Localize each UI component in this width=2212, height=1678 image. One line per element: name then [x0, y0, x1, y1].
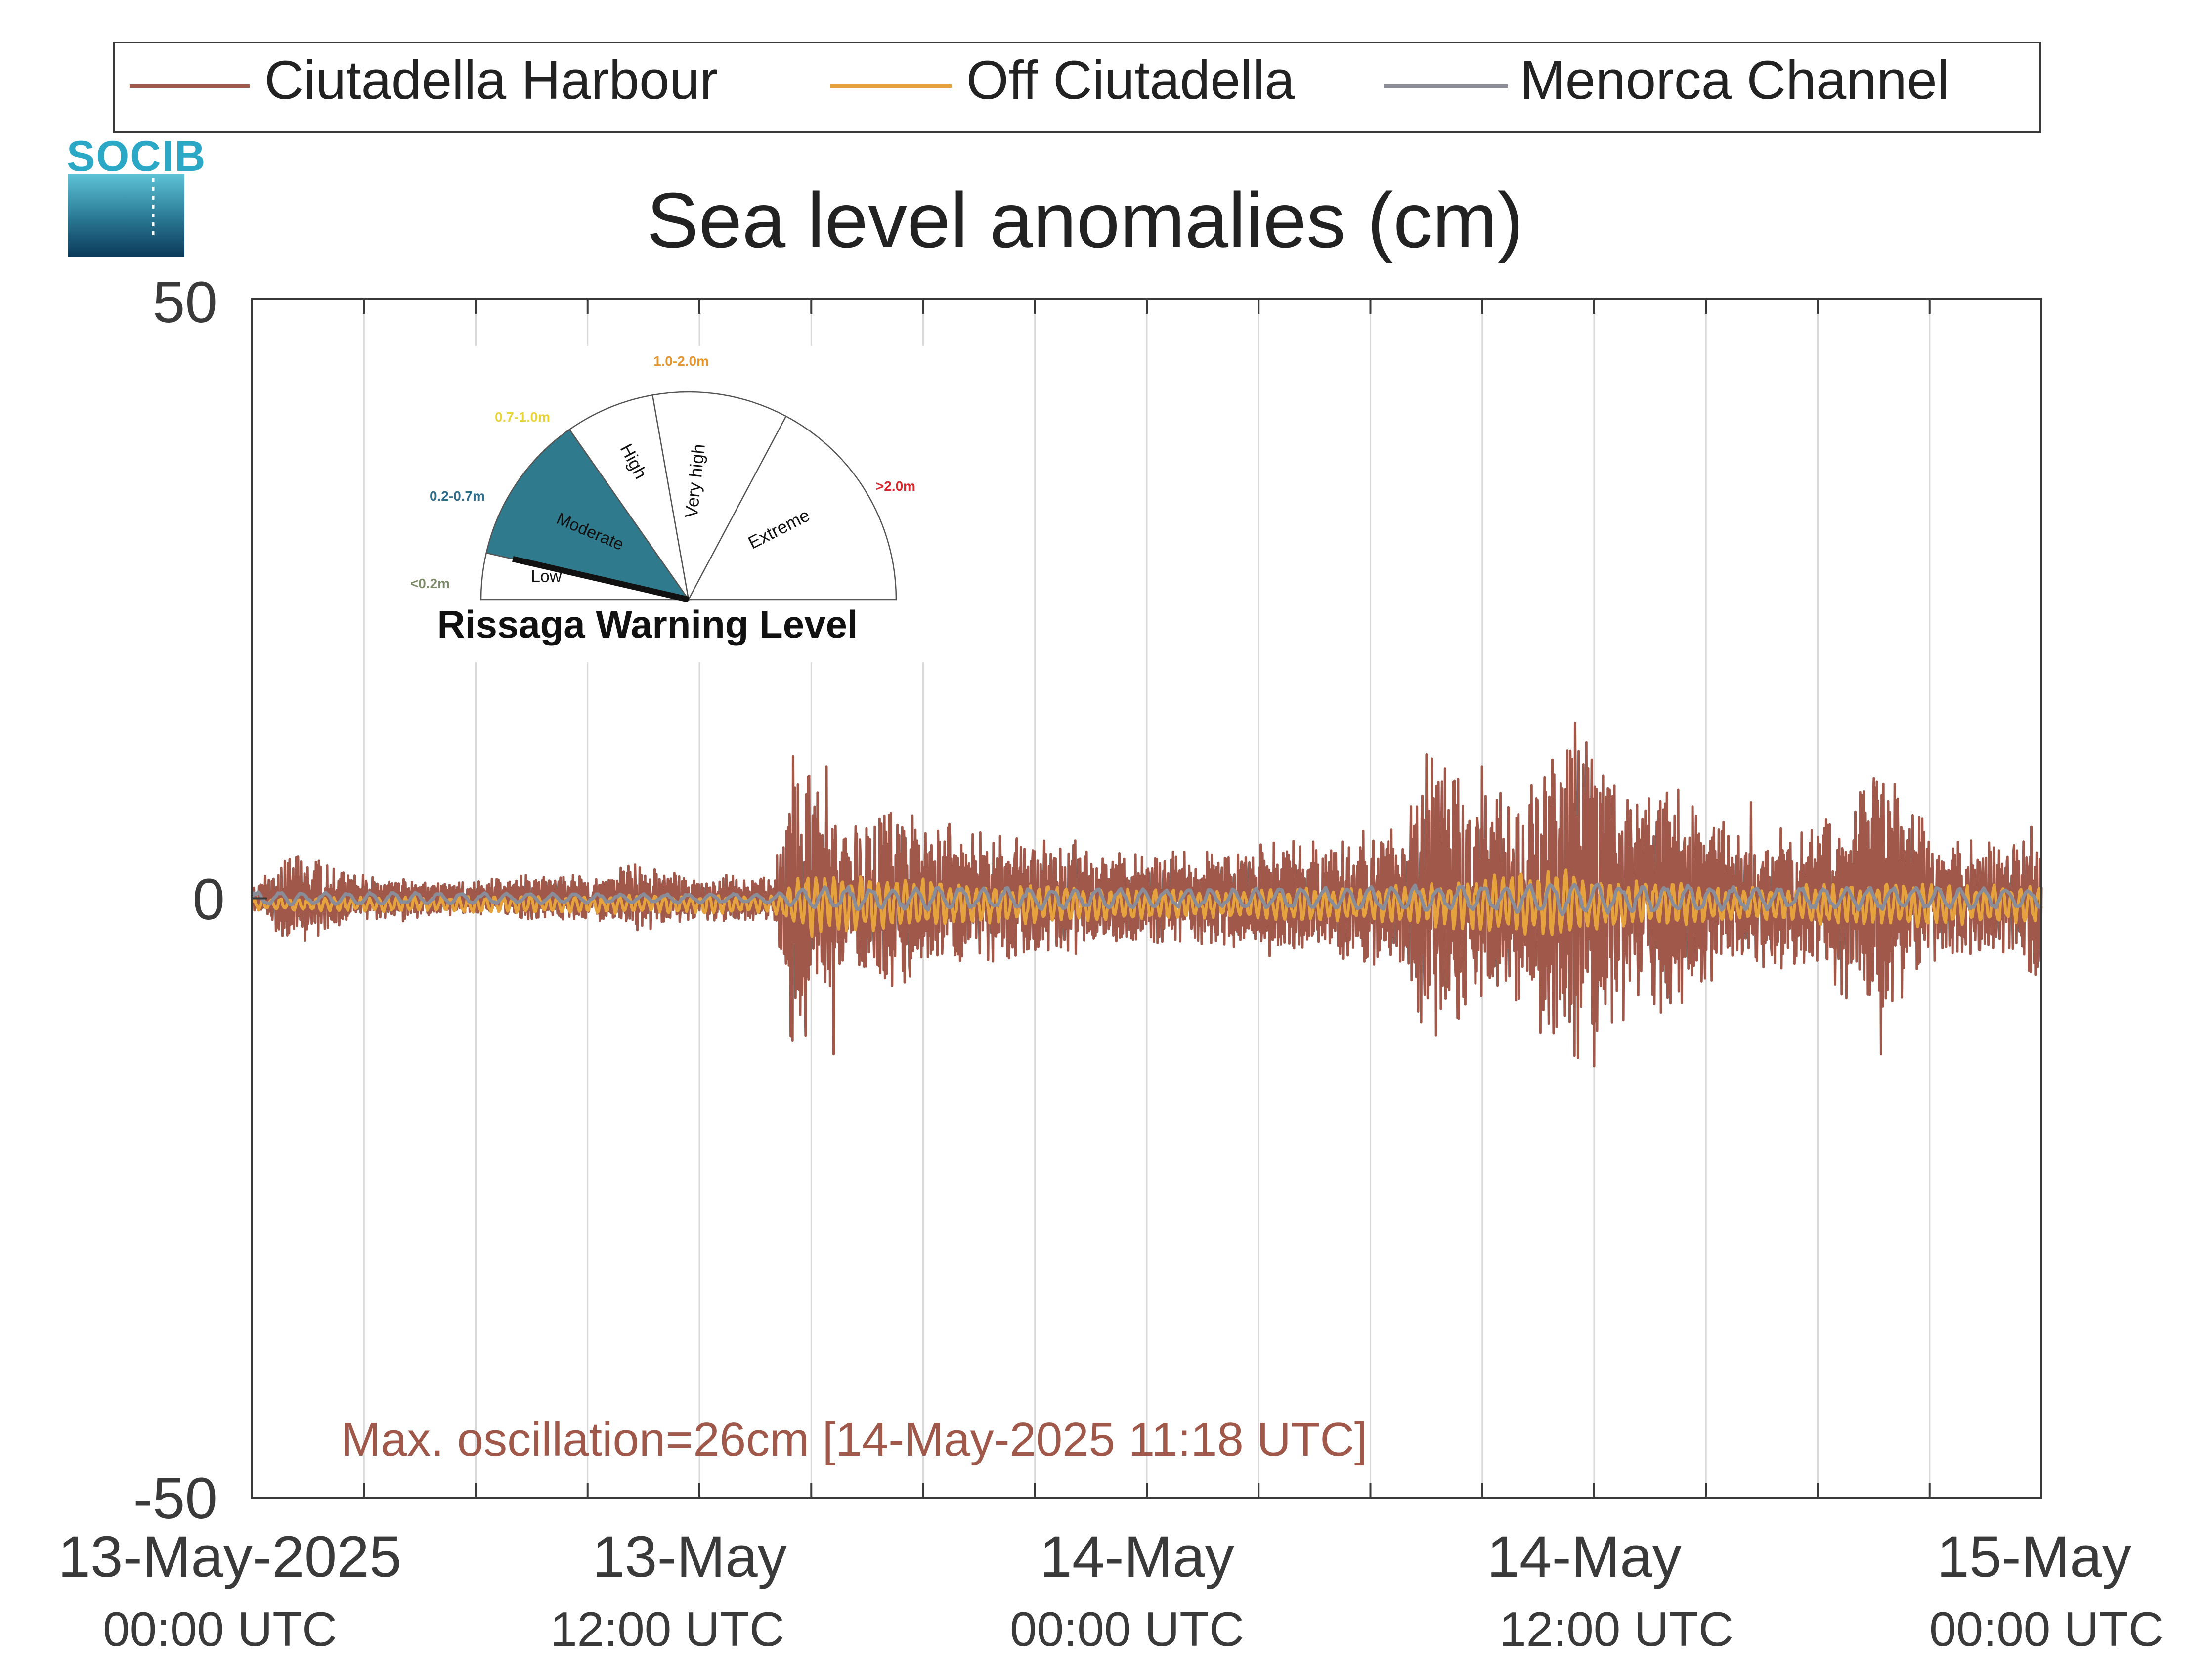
- socib-logo: SOCIB: [67, 132, 206, 257]
- gauge-range-label: 1.0-2.0m: [653, 353, 709, 369]
- x-tick-time: 12:00 UTC: [550, 1602, 784, 1656]
- gauge-segment: [651, 391, 787, 602]
- x-tick-label-2: 14-May 00:00 UTC: [1010, 1524, 1244, 1656]
- x-tick-time: 00:00 UTC: [1010, 1602, 1244, 1656]
- y-tick-label: -50: [133, 1466, 217, 1531]
- x-tick-date: 13-May: [592, 1524, 786, 1590]
- x-tick-date: 13-May-2025: [58, 1524, 401, 1590]
- gauge-segment: [568, 394, 690, 600]
- x-tick-time: 00:00 UTC: [1929, 1602, 2164, 1656]
- x-tick-date: 15-May: [1937, 1524, 2131, 1590]
- x-tick-date: 14-May: [1487, 1524, 1681, 1590]
- max-oscillation-annotation: Max. oscillation=26cm [14-May-2025 11:18…: [341, 1413, 1367, 1466]
- y-tick-label: 50: [153, 270, 217, 335]
- gauge-segment: [485, 429, 690, 601]
- legend-entry-off-ciutadella: Off Ciutadella: [830, 50, 1295, 111]
- gauge-range-label: 0.7-1.0m: [495, 409, 550, 425]
- inset-title: Rissaga Warning Level: [437, 602, 858, 646]
- legend-box: [113, 42, 2041, 133]
- gauge-needle: [512, 556, 690, 602]
- legend-entry-menorca-channel: Menorca Channel: [1384, 50, 1949, 111]
- x-tick-label-1: 13-May 12:00 UTC: [550, 1524, 787, 1656]
- x-tick-label-4: 15-May 00:00 UTC: [1929, 1524, 2164, 1656]
- legend-label: Off Ciutadella: [966, 50, 1295, 111]
- x-tick-label-0: 13-May-2025 00:00 UTC: [58, 1524, 401, 1656]
- logo-text: SOCIB: [67, 132, 206, 180]
- legend-label: Menorca Channel: [1520, 50, 1949, 111]
- gauge-range-label: <0.2m: [410, 576, 450, 591]
- series-layer: [250, 721, 2043, 1068]
- series-line: [250, 882, 2043, 917]
- y-tick-label: 0: [192, 867, 225, 932]
- gauge-range-label: >2.0m: [876, 478, 915, 494]
- chart-title: Sea level anomalies (cm): [647, 177, 1523, 264]
- axis-ticks: [251, 298, 2042, 1499]
- gauge-range-label: 0.2-0.7m: [430, 488, 485, 504]
- legend-label: Ciutadella Harbour: [264, 50, 718, 111]
- legend-entry-ciutadella-harbour: Ciutadella Harbour: [130, 50, 718, 111]
- x-tick-time: 12:00 UTC: [1499, 1602, 1734, 1656]
- gauge-segment: [687, 415, 897, 601]
- x-tick-label-3: 14-May 12:00 UTC: [1487, 1524, 1734, 1656]
- x-tick-time: 00:00 UTC: [103, 1602, 337, 1656]
- series-line: [251, 721, 2043, 1068]
- x-tick-date: 14-May: [1040, 1524, 1234, 1590]
